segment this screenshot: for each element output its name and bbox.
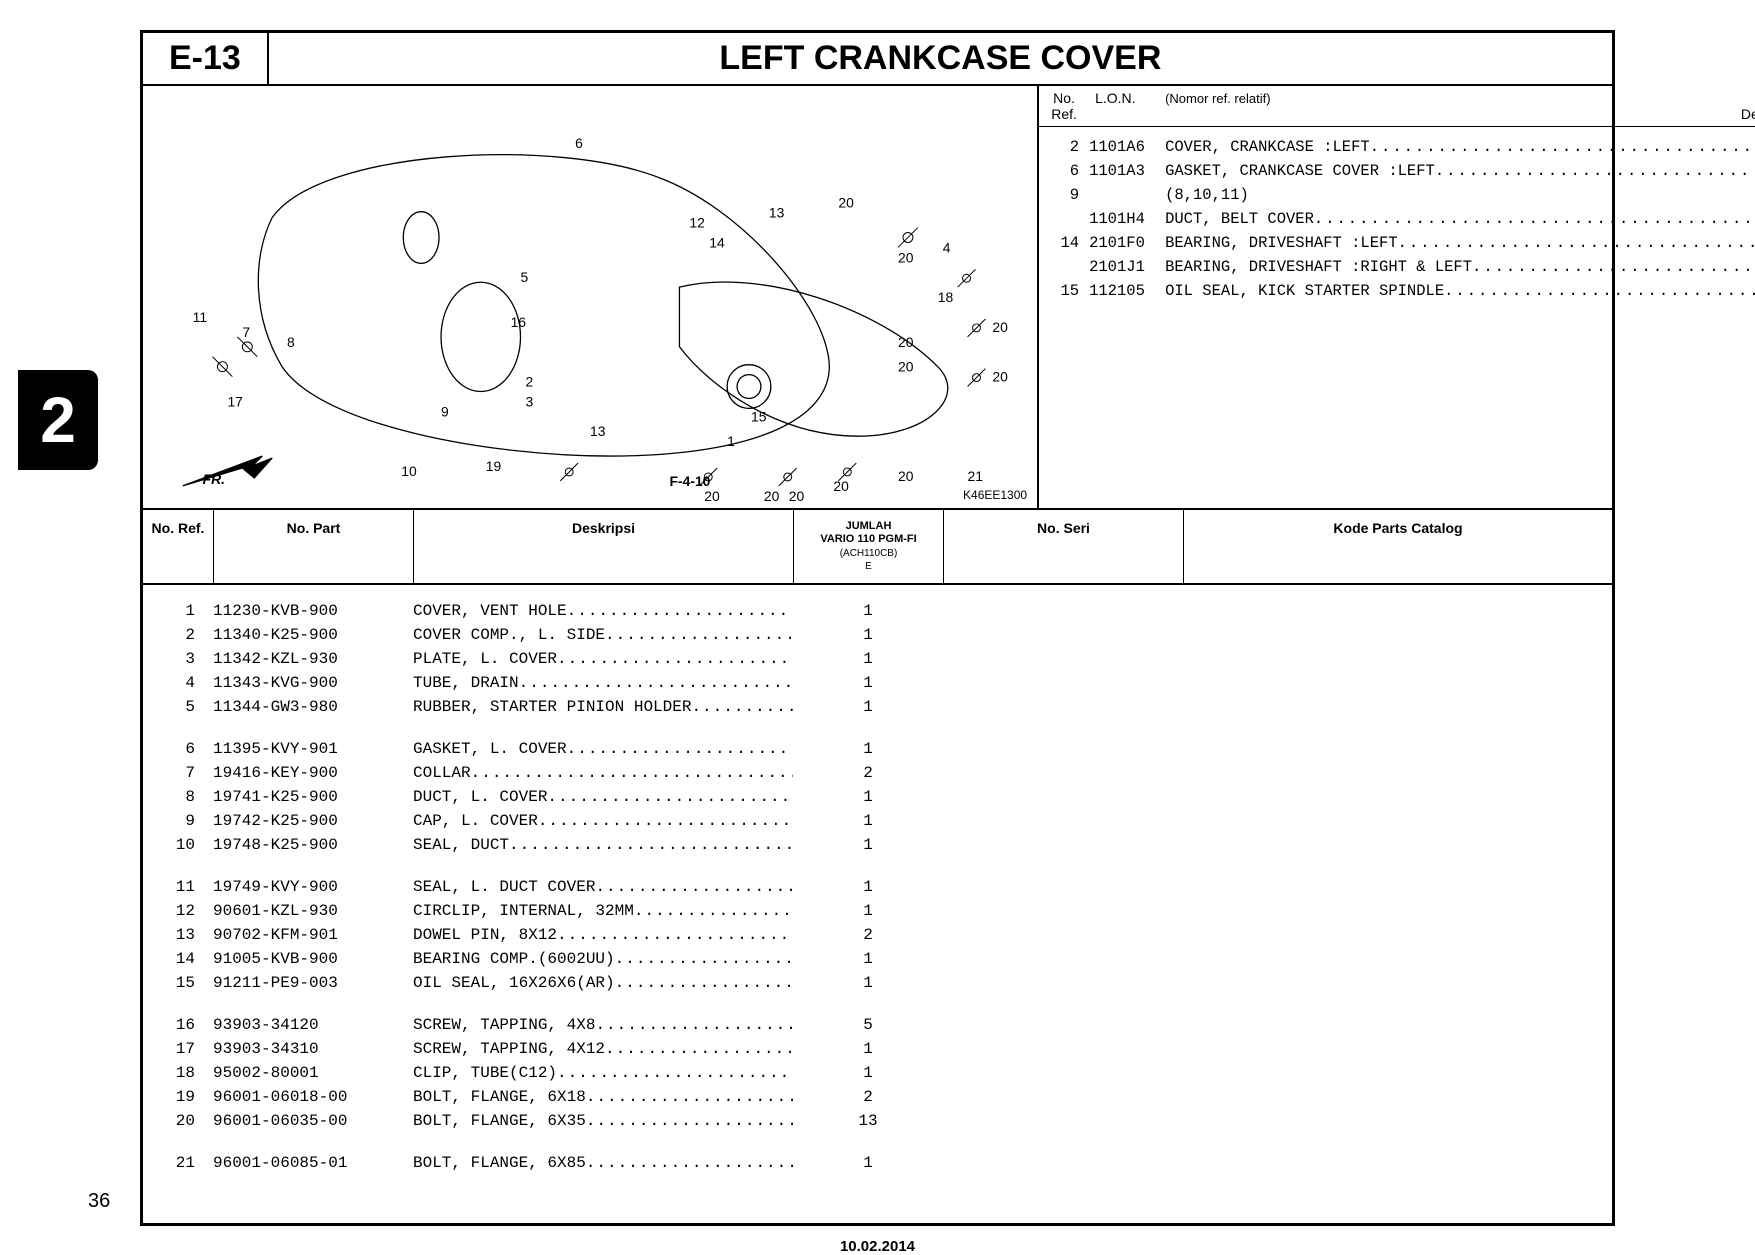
diagram-svg: 6 12 14 13 20 20 4 18 20 20 20 20 21 20 …: [143, 86, 1037, 508]
parts-row: 511344-GW3-980RUBBER, STARTER PINION HOL…: [153, 695, 1602, 719]
parts-row: 819741-K25-900DUCT, L. COVER ...........…: [153, 785, 1602, 809]
svg-text:13: 13: [769, 205, 785, 221]
ph-qty: JUMLAH VARIO 110 PGM-FI (ACH110CB) E: [793, 510, 943, 583]
svg-text:20: 20: [992, 319, 1008, 335]
ph-qty-3: (ACH110CB): [840, 548, 898, 559]
parts-row: 1591211-PE9-003OIL SEAL, 16X26X6(AR) ...…: [153, 971, 1602, 995]
svg-text:19: 19: [486, 458, 502, 474]
parts-row: 1491005-KVB-900BEARING COMP.(6002UU) ...…: [153, 947, 1602, 971]
parts-row: 1390702-KFM-901DOWEL PIN, 8X12 .........…: [153, 923, 1602, 947]
parts-row: 1996001-06018-00BOLT, FLANGE, 6X18 .....…: [153, 1085, 1602, 1109]
svg-text:21: 21: [968, 468, 984, 484]
frt-row: 142101F0BEARING, DRIVESHAFT :LEFT ......…: [1045, 231, 1755, 255]
exploded-diagram: 6 12 14 13 20 20 4 18 20 20 20 20 21 20 …: [143, 86, 1039, 508]
ph-qty-4: E: [865, 561, 872, 572]
frt-table: No. Ref. L.O.N. (Nomor ref. relatif) Des…: [1039, 86, 1755, 508]
svg-text:20: 20: [704, 488, 720, 504]
svg-text:12: 12: [689, 215, 705, 231]
col-nomor: (Nomor ref. relatif): [1165, 91, 1270, 106]
frt-row: 21101A6COVER, CRANKCASE :LEFT ..........…: [1045, 135, 1755, 159]
svg-text:16: 16: [511, 314, 527, 330]
svg-text:20: 20: [898, 359, 914, 375]
svg-text:20: 20: [898, 249, 914, 265]
parts-row: 1290601-KZL-930CIRCLIP, INTERNAL, 32MM .…: [153, 899, 1602, 923]
section-title: LEFT CRANKCASE COVER: [269, 33, 1612, 86]
frt-row: 61101A3GASKET, CRANKCASE COVER :LEFT ...…: [1045, 159, 1755, 183]
parts-group: 1693903-34120SCREW, TAPPING, 4X8 .......…: [153, 1013, 1602, 1133]
svg-text:11: 11: [193, 309, 208, 325]
svg-text:3: 3: [525, 393, 533, 409]
svg-text:10: 10: [401, 463, 417, 479]
title-row: E-13 LEFT CRANKCASE COVER: [143, 33, 1612, 86]
ph-ref: No. Ref.: [143, 510, 213, 583]
page-frame: E-13 LEFT CRANKCASE COVER: [140, 30, 1615, 1226]
parts-row: 211340-K25-900COVER COMP., L. SIDE .....…: [153, 623, 1602, 647]
diagram-code: K46EE1300: [963, 488, 1027, 502]
parts-row: 311342-KZL-930PLATE, L. COVER ..........…: [153, 647, 1602, 671]
frt-header: No. Ref. L.O.N. (Nomor ref. relatif) Des…: [1039, 86, 1755, 127]
parts-group: 1119749-KVY-900SEAL, L. DUCT COVER .....…: [153, 875, 1602, 995]
svg-text:20: 20: [789, 488, 805, 504]
svg-text:13: 13: [590, 423, 606, 439]
svg-text:20: 20: [838, 195, 854, 211]
side-section-tab: 2: [18, 370, 98, 470]
frt-body: 21101A6COVER, CRANKCASE :LEFT ..........…: [1039, 127, 1755, 311]
svg-text:F-4-10: F-4-10: [670, 473, 711, 489]
parts-group: 611395-KVY-901GASKET, L. COVER .........…: [153, 737, 1602, 857]
ph-seri: No. Seri: [943, 510, 1183, 583]
page-number: 36: [88, 1190, 110, 1213]
svg-text:17: 17: [227, 393, 243, 409]
svg-text:9: 9: [441, 403, 449, 419]
frt-row: 1101H4DUCT, BELT COVER .................…: [1045, 207, 1755, 231]
ph-qty-1: JUMLAH: [846, 520, 892, 532]
svg-text:14: 14: [709, 234, 725, 250]
svg-text:6: 6: [575, 135, 583, 151]
parts-header: No. Ref. No. Part Deskripsi JUMLAH VARIO…: [143, 510, 1612, 585]
parts-row: 919742-K25-900CAP, L. COVER ............…: [153, 809, 1602, 833]
parts-body: 111230-KVB-900COVER, VENT HOLE .........…: [143, 585, 1612, 1223]
svg-text:8: 8: [287, 334, 295, 350]
svg-text:5: 5: [520, 269, 528, 285]
parts-group: 2196001-06085-01BOLT, FLANGE, 6X85 .....…: [153, 1151, 1602, 1175]
ph-kode: Kode Parts Catalog: [1183, 510, 1612, 583]
svg-text:20: 20: [898, 468, 914, 484]
parts-row: 611395-KVY-901GASKET, L. COVER .........…: [153, 737, 1602, 761]
svg-text:FR.: FR.: [203, 471, 225, 487]
parts-row: 2196001-06085-01BOLT, FLANGE, 6X85 .....…: [153, 1151, 1602, 1175]
parts-group: 111230-KVB-900COVER, VENT HOLE .........…: [153, 599, 1602, 719]
parts-row: 1119749-KVY-900SEAL, L. DUCT COVER .....…: [153, 875, 1602, 899]
frt-row: 2101J1BEARING, DRIVESHAFT :RIGHT & LEFT …: [1045, 255, 1755, 279]
svg-text:4: 4: [943, 239, 951, 255]
parts-row: 111230-KVB-900COVER, VENT HOLE .........…: [153, 599, 1602, 623]
frt-row: 9(8,10,11): [1045, 183, 1755, 207]
ph-part: No. Part: [213, 510, 413, 583]
svg-text:18: 18: [938, 289, 954, 305]
col-deskripsi: Deskripsi: [1165, 106, 1755, 122]
svg-text:20: 20: [992, 369, 1008, 385]
col-desc: (Nomor ref. relatif) Deskripsi: [1159, 86, 1755, 126]
parts-row: 1793903-34310SCREW, TAPPING, 4X12 ......…: [153, 1037, 1602, 1061]
svg-text:2: 2: [525, 374, 533, 390]
svg-text:15: 15: [751, 408, 767, 424]
upper-panel: 6 12 14 13 20 20 4 18 20 20 20 20 21 20 …: [143, 86, 1612, 510]
parts-row: 2096001-06035-00BOLT, FLANGE, 6X35 .....…: [153, 1109, 1602, 1133]
frt-row: 15112105OIL SEAL, KICK STARTER SPINDLE .…: [1045, 279, 1755, 303]
parts-row: 1895002-80001CLIP, TUBE(C12) ...........…: [153, 1061, 1602, 1085]
svg-text:1: 1: [727, 433, 735, 449]
parts-row: 1693903-34120SCREW, TAPPING, 4X8 .......…: [153, 1013, 1602, 1037]
ph-desc: Deskripsi: [413, 510, 793, 583]
svg-text:20: 20: [898, 334, 914, 350]
col-lon: L.O.N.: [1089, 86, 1159, 126]
svg-text:20: 20: [764, 488, 780, 504]
svg-text:7: 7: [242, 324, 250, 340]
parts-row: 411343-KVG-900TUBE, DRAIN ..............…: [153, 671, 1602, 695]
section-code: E-13: [143, 33, 269, 86]
parts-row: 1019748-K25-900SEAL, DUCT ..............…: [153, 833, 1602, 857]
ph-qty-2: VARIO 110 PGM-FI: [820, 533, 916, 545]
parts-row: 719416-KEY-900COLLAR ...................…: [153, 761, 1602, 785]
svg-text:20: 20: [833, 478, 849, 494]
col-noref: No. Ref.: [1039, 86, 1089, 126]
